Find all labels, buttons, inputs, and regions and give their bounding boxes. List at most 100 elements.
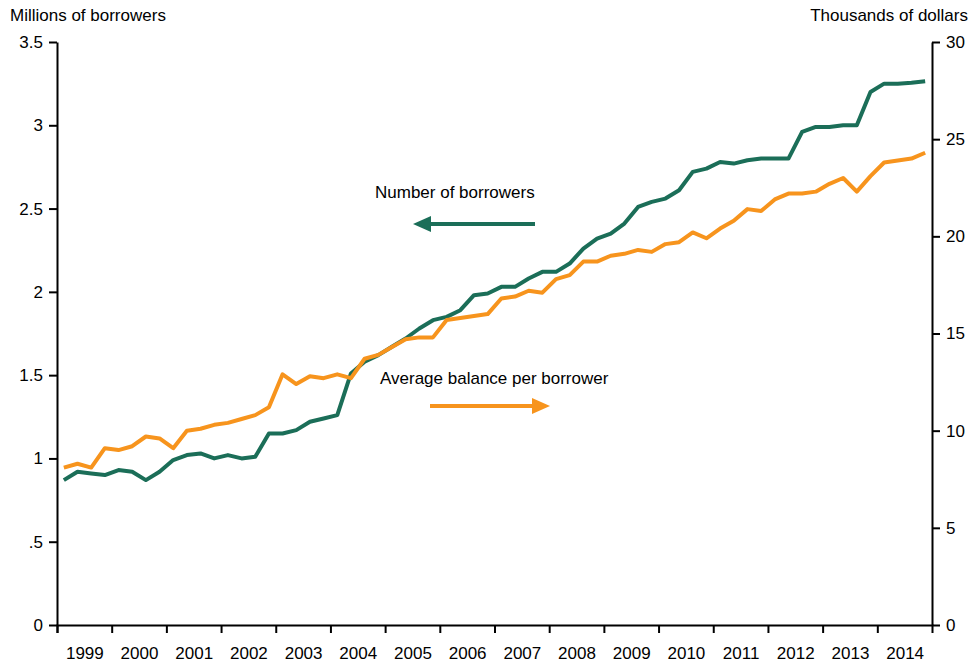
x-tick-label: 1999 <box>66 644 104 663</box>
y-tick: 1.5 <box>19 366 57 385</box>
x-tick-label: 2010 <box>667 644 705 663</box>
x-tick: 2013 <box>823 625 869 663</box>
y-tick: 3.5 <box>19 33 57 52</box>
x-tick: 2012 <box>768 625 814 663</box>
y-tick-label: 1 <box>34 449 43 468</box>
x-tick-mark <box>658 625 660 633</box>
x-tick-label: 2011 <box>723 644 760 663</box>
y2-tick: 10 <box>932 422 965 441</box>
x-tick: 2004 <box>331 625 377 663</box>
y2-tick-mark <box>932 42 940 44</box>
x-tick: 2009 <box>604 625 650 663</box>
y-tick: 1 <box>34 449 57 468</box>
x-tick: 2006 <box>440 625 486 663</box>
arrow-shaft <box>430 404 538 408</box>
series-label-text: Average balance per borrower <box>380 369 609 388</box>
x-axis: 1999 2000 2001 2002 2003 2004 2005 2006 2007 2008… <box>58 625 933 663</box>
x-tick: 2007 <box>495 625 541 663</box>
x-tick-label: 2003 <box>285 644 323 663</box>
arrow-head <box>532 398 550 414</box>
y2-tick: 0 <box>932 616 955 635</box>
y-tick-mark <box>49 458 57 460</box>
y-tick: .5 <box>29 533 57 552</box>
chart: 0 .5 1 1.5 2 2.5 3 3.5 0 5 10 15 20 25 30 1999 2000 2001 2… <box>0 0 980 667</box>
series-label: Average balance per borrower <box>380 369 609 414</box>
x-tick: 2002 <box>222 625 268 663</box>
x-tick-mark <box>385 625 387 633</box>
x-tick-mark <box>713 625 715 633</box>
y2-tick: 20 <box>932 227 965 246</box>
x-tick: 2014 <box>878 625 924 663</box>
plot-lines <box>64 81 925 480</box>
y-tick-mark <box>49 291 57 293</box>
x-tick-label: 2014 <box>886 644 924 663</box>
y2-axis-title: Thousands of dollars <box>810 6 968 25</box>
series-label: Number of borrowers <box>375 183 535 232</box>
y2-tick-label: 5 <box>946 519 955 538</box>
axis-line <box>58 626 933 634</box>
x-tick-mark <box>221 625 223 633</box>
x-tick-mark <box>111 625 113 633</box>
y2-tick-mark <box>932 236 940 238</box>
series-line <box>64 81 925 480</box>
x-tick-mark <box>166 625 168 633</box>
x-tick: 2003 <box>276 625 322 663</box>
x-tick-mark <box>877 625 879 633</box>
series-line <box>64 153 925 468</box>
y2-tick-mark <box>932 527 940 529</box>
x-tick-label: 2002 <box>230 644 268 663</box>
x-tick-label: 2000 <box>121 644 159 663</box>
y2-tick-label: 0 <box>946 616 955 635</box>
x-tick-label: 2001 <box>175 644 213 663</box>
x-tick: 1999 <box>58 625 104 663</box>
y-tick: 3 <box>34 116 57 135</box>
y2-tick: 30 <box>932 33 965 52</box>
y-tick-mark <box>49 541 57 543</box>
arrow-shaft <box>425 222 535 226</box>
y-tick-label: 3.5 <box>19 33 43 52</box>
x-tick-label: 2013 <box>832 644 870 663</box>
y-tick-mark <box>49 375 57 377</box>
y2-tick-mark <box>932 333 940 335</box>
arrow-head <box>413 216 431 232</box>
y-tick-mark <box>49 125 57 127</box>
x-tick-mark <box>603 625 605 633</box>
y-tick-mark <box>49 208 57 210</box>
y2-tick-label: 25 <box>946 130 965 149</box>
y2-tick-mark <box>932 430 940 432</box>
x-tick: 2000 <box>112 625 158 663</box>
y2-tick-label: 30 <box>946 33 965 52</box>
x-tick-label: 2007 <box>503 644 541 663</box>
y-axis-title: Millions of borrowers <box>10 6 166 25</box>
y-axis: 0 .5 1 1.5 2 2.5 3 3.5 <box>19 33 57 635</box>
y-tick-label: 3 <box>34 116 43 135</box>
x-tick-mark <box>822 625 824 633</box>
x-tick: 2001 <box>167 625 213 663</box>
y-tick-label: 1.5 <box>19 366 43 385</box>
x-tick-label: 2006 <box>449 644 487 663</box>
x-tick: 2010 <box>659 625 705 663</box>
x-tick-mark <box>275 625 277 633</box>
x-tick-label: 2005 <box>394 644 432 663</box>
x-tick-mark <box>330 625 332 633</box>
y-tick-label: 2 <box>34 283 43 302</box>
x-tick-mark <box>549 625 551 633</box>
y2-tick-label: 15 <box>946 324 965 343</box>
y2-tick-label: 10 <box>946 422 965 441</box>
y-tick-label: 0 <box>34 616 43 635</box>
y-tick: 2 <box>34 283 57 302</box>
x-tick-label: 2004 <box>339 644 377 663</box>
x-tick-mark <box>439 625 441 633</box>
x-tick: 2008 <box>550 625 596 663</box>
x-tick-mark <box>57 625 59 633</box>
x-tick-label: 2008 <box>558 644 596 663</box>
y2-tick: 25 <box>932 130 965 149</box>
y2-tick: 15 <box>932 324 965 343</box>
x-tick: 2005 <box>386 625 432 663</box>
x-tick-label: 2009 <box>613 644 651 663</box>
x-tick-label: 2012 <box>777 644 815 663</box>
y2-tick: 5 <box>932 519 955 538</box>
y-tick-label: .5 <box>29 533 43 552</box>
x-tick-mark <box>767 625 769 633</box>
y-tick-label: 2.5 <box>19 200 43 219</box>
